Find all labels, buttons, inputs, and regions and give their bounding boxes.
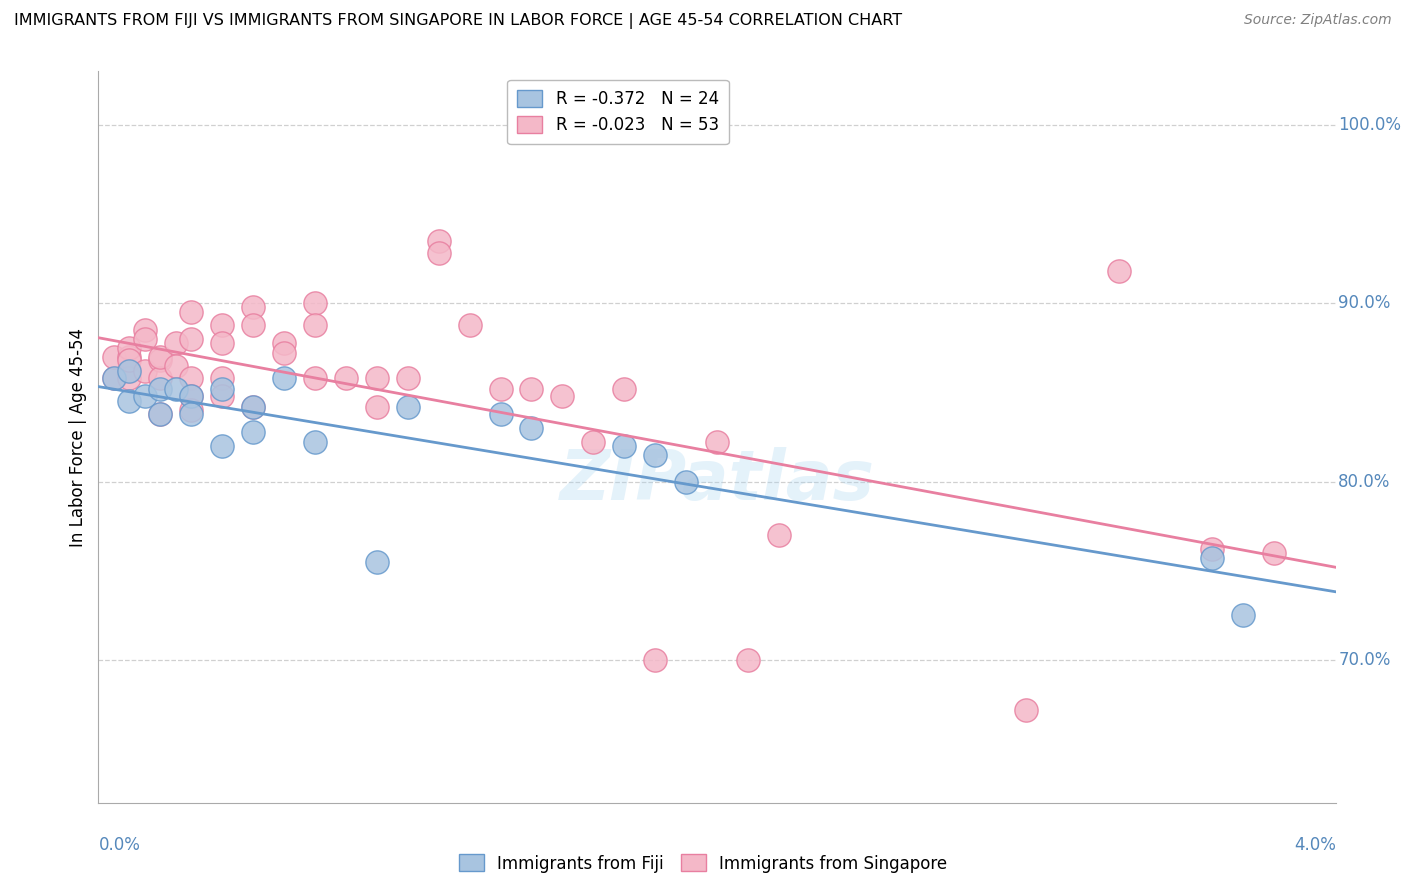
Point [427, 234, 450, 248]
Point [149, 407, 172, 421]
Point [180, 332, 202, 346]
Point [1201, 542, 1223, 557]
Point [180, 371, 202, 385]
Point [242, 318, 264, 332]
Point [304, 435, 326, 450]
Point [242, 425, 264, 439]
Point [149, 350, 172, 364]
Point [644, 653, 666, 667]
Point [613, 439, 636, 453]
Point [242, 300, 264, 314]
Point [149, 382, 172, 396]
Point [103, 371, 125, 385]
Point [520, 421, 543, 435]
Point [118, 394, 141, 409]
Point [103, 371, 125, 385]
Point [366, 555, 388, 569]
Point [118, 341, 141, 355]
Legend: Immigrants from Fiji, Immigrants from Singapore: Immigrants from Fiji, Immigrants from Si… [453, 847, 953, 880]
Point [103, 350, 125, 364]
Point [489, 382, 512, 396]
Text: 0.0%: 0.0% [98, 836, 141, 854]
Point [211, 439, 233, 453]
Text: 70.0%: 70.0% [1339, 651, 1391, 669]
Text: 100.0%: 100.0% [1339, 116, 1402, 134]
Point [458, 318, 481, 332]
Point [1108, 264, 1130, 278]
Point [134, 364, 156, 378]
Text: IMMIGRANTS FROM FIJI VS IMMIGRANTS FROM SINGAPORE IN LABOR FORCE | AGE 45-54 COR: IMMIGRANTS FROM FIJI VS IMMIGRANTS FROM … [14, 13, 903, 29]
Point [118, 350, 141, 364]
Point [134, 389, 156, 403]
Legend: R = -0.372   N = 24, R = -0.023   N = 53: R = -0.372 N = 24, R = -0.023 N = 53 [508, 79, 728, 145]
Point [242, 400, 264, 414]
Point [180, 305, 202, 319]
Point [242, 400, 264, 414]
Point [304, 296, 326, 310]
Point [211, 371, 233, 385]
Point [211, 382, 233, 396]
Text: ZIPatlas: ZIPatlas [560, 448, 875, 515]
Point [366, 371, 388, 385]
Point [134, 332, 156, 346]
Point [273, 346, 295, 360]
Point [396, 371, 419, 385]
Point [180, 389, 202, 403]
Point [273, 371, 295, 385]
Point [644, 448, 666, 462]
Point [165, 359, 187, 373]
Point [273, 335, 295, 350]
Point [134, 323, 156, 337]
Point [149, 407, 172, 421]
Point [149, 353, 172, 368]
Point [1232, 608, 1254, 623]
Text: 90.0%: 90.0% [1339, 294, 1391, 312]
Text: 80.0%: 80.0% [1339, 473, 1391, 491]
Point [582, 435, 605, 450]
Point [675, 475, 697, 489]
Point [180, 403, 202, 417]
Point [165, 335, 187, 350]
Point [520, 382, 543, 396]
Point [396, 400, 419, 414]
Text: 4.0%: 4.0% [1294, 836, 1336, 854]
Point [211, 318, 233, 332]
Point [304, 318, 326, 332]
Point [211, 389, 233, 403]
Point [706, 435, 728, 450]
Point [1015, 703, 1038, 717]
Point [737, 653, 759, 667]
Point [1263, 546, 1285, 560]
Point [366, 400, 388, 414]
Y-axis label: In Labor Force | Age 45-54: In Labor Force | Age 45-54 [69, 327, 87, 547]
Point [118, 353, 141, 368]
Point [1201, 551, 1223, 566]
Point [211, 335, 233, 350]
Point [180, 389, 202, 403]
Point [551, 389, 574, 403]
Point [165, 382, 187, 396]
Point [335, 371, 357, 385]
Point [427, 246, 450, 260]
Point [489, 407, 512, 421]
Text: Source: ZipAtlas.com: Source: ZipAtlas.com [1244, 13, 1392, 28]
Point [149, 371, 172, 385]
Point [118, 364, 141, 378]
Point [304, 371, 326, 385]
Point [118, 371, 141, 385]
Point [613, 382, 636, 396]
Point [768, 528, 790, 542]
Point [180, 407, 202, 421]
Point [118, 364, 141, 378]
